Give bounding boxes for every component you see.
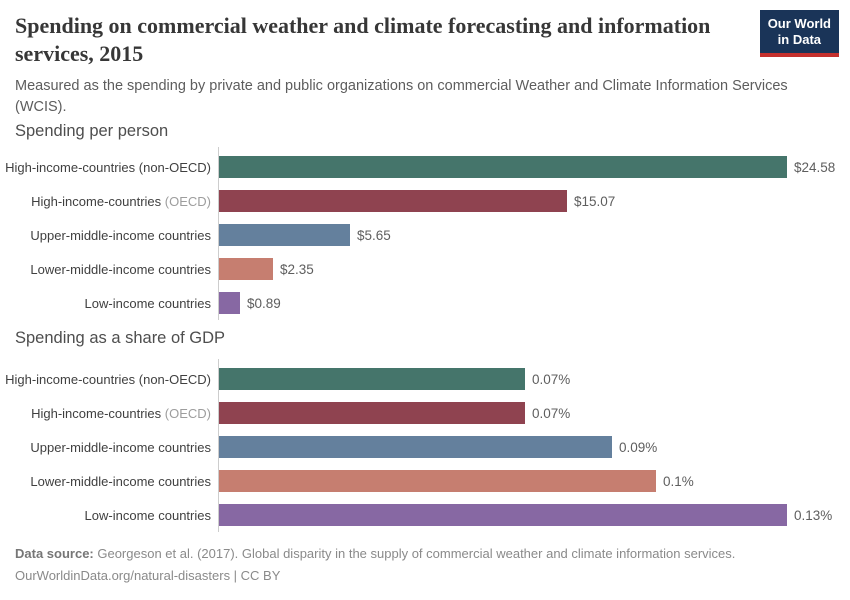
category-label: High-income-countries (OECD) xyxy=(31,405,211,421)
bar[interactable] xyxy=(219,436,612,458)
bar-track: 0.07% xyxy=(219,368,570,390)
citation-line: OurWorldinData.org/natural-disasters | C… xyxy=(15,568,281,583)
value-label: 0.07% xyxy=(532,371,571,387)
bar[interactable] xyxy=(219,190,567,212)
bar-track: 0.1% xyxy=(219,470,694,492)
bar-rows: High-income-countries (non-OECD) 0.07% Hig… xyxy=(0,359,850,532)
category-label: High-income-countries (OECD) xyxy=(31,193,211,209)
owid-logo-line2: in Data xyxy=(777,32,822,48)
value-label: $0.89 xyxy=(247,295,281,311)
bar-track: 0.13% xyxy=(219,504,832,526)
chart-subtitle: Measured as the spending by private and … xyxy=(15,78,788,116)
bar-row: Lower-middle-income countries $2.35 xyxy=(0,252,850,286)
category-label: Upper-middle-income countries xyxy=(30,227,211,243)
bar[interactable] xyxy=(219,402,525,424)
bar-track: $0.89 xyxy=(219,292,281,314)
value-label: $15.07 xyxy=(574,193,616,209)
y-axis-line xyxy=(218,359,219,532)
bar-row: High-income-countries (OECD) $15.07 xyxy=(0,184,850,218)
facet-title-spending-per-person: Spending per person xyxy=(15,122,169,140)
bar-row: High-income-countries (non-OECD) 0.07% xyxy=(0,362,850,396)
category-label: Lower-middle-income countries xyxy=(30,473,211,489)
category-label: Upper-middle-income countries xyxy=(30,439,211,455)
facet-title-spending-share-gdp: Spending as a share of GDP xyxy=(15,329,226,347)
bar[interactable] xyxy=(219,224,350,246)
bar-track: $15.07 xyxy=(219,190,615,212)
bar-row: Lower-middle-income countries 0.1% xyxy=(0,464,850,498)
value-label: 0.13% xyxy=(794,507,833,523)
bar-row: Upper-middle-income countries 0.09% xyxy=(0,430,850,464)
category-label-suffix: (OECD) xyxy=(161,193,211,209)
data-source-text: Georgeson et al. (2017). Global disparit… xyxy=(93,546,736,561)
value-label: $2.35 xyxy=(280,261,314,277)
owid-logo: Our World in Data xyxy=(759,10,839,57)
data-source-line: Data source: Georgeson et al. (2017). Gl… xyxy=(15,543,735,565)
bar-track: $2.35 xyxy=(219,258,314,280)
category-label: High-income-countries (non-OECD) xyxy=(5,371,211,387)
category-label: High-income-countries (non-OECD) xyxy=(5,159,211,175)
bar-row: High-income-countries (non-OECD) $24.58 xyxy=(0,150,850,184)
category-label: Low-income countries xyxy=(84,507,211,523)
bar[interactable] xyxy=(219,156,787,178)
data-source-label: Data source: xyxy=(15,546,94,561)
bar-track: 0.09% xyxy=(219,436,657,458)
bar-rows: High-income-countries (non-OECD) $24.58 Hi… xyxy=(0,147,850,320)
bar-row: Upper-middle-income countries $5.65 xyxy=(0,218,850,252)
bar-row: Low-income countries 0.13% xyxy=(0,498,850,532)
value-label: 0.07% xyxy=(532,405,571,421)
bar-track: 0.07% xyxy=(219,402,570,424)
bar-row: Low-income countries $0.89 xyxy=(0,286,850,320)
bar[interactable] xyxy=(219,470,656,492)
value-label: 0.09% xyxy=(619,439,658,455)
bar-track: $5.65 xyxy=(219,224,391,246)
bar[interactable] xyxy=(219,368,525,390)
chart-footer: Data source: Georgeson et al. (2017). Gl… xyxy=(15,543,735,587)
value-label: 0.1% xyxy=(663,473,694,489)
owid-logo-line1: Our World xyxy=(767,16,831,31)
category-label: Low-income countries xyxy=(84,295,211,311)
value-label: $5.65 xyxy=(357,227,391,243)
category-label-suffix: (OECD) xyxy=(161,405,211,421)
category-label: Lower-middle-income countries xyxy=(30,261,211,277)
chart-title: Spending on commercial weather and clima… xyxy=(15,13,711,66)
bar-track: $24.58 xyxy=(219,156,835,178)
bar-row: High-income-countries (OECD) 0.07% xyxy=(0,396,850,430)
y-axis-line xyxy=(218,147,219,320)
bar[interactable] xyxy=(219,504,787,526)
value-label: $24.58 xyxy=(794,159,836,175)
bar[interactable] xyxy=(219,292,240,314)
bar[interactable] xyxy=(219,258,273,280)
